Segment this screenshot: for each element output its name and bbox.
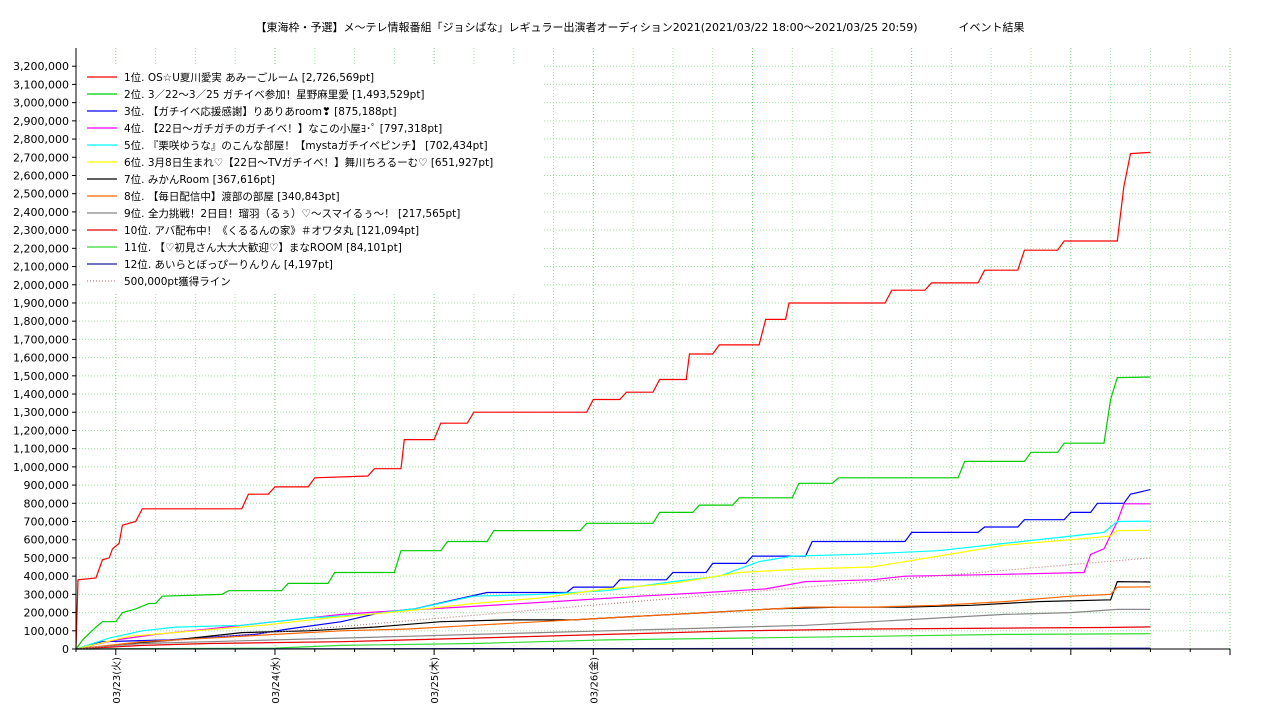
y-tick-label: 2,500,000: [13, 188, 69, 201]
y-tick-label: 300,000: [24, 588, 70, 601]
y-tick-label: 400,000: [24, 570, 70, 583]
y-tick-label: 1,000,000: [13, 461, 69, 474]
chart-title-sub: イベント結果: [958, 21, 1025, 34]
x-tick-label: 03/23(火): [111, 657, 123, 704]
series-line-9: [75, 608, 1151, 650]
legend-box: [80, 64, 544, 292]
y-tick-label: 200,000: [24, 607, 70, 620]
y-tick-label: 2,000,000: [13, 279, 69, 292]
legend-label-12: 12位. あいらとぼっぴーりんりん [4,197pt]: [124, 258, 333, 271]
legend-label-9: 9位. 全力挑戦！2日目！瑠羽（るぅ）♡～スマイるぅ～！ [217,565pt]: [124, 207, 460, 220]
series-line-8: [75, 586, 1151, 650]
legend-label-5: 5位. 『栗咲ゆうな』のこんな部屋！【mystaガチイベピンチ】 [702,43…: [124, 139, 488, 152]
y-tick-label: 700,000: [24, 516, 70, 529]
x-tick-label: 03/26(金): [587, 657, 600, 704]
series-line-2: [75, 376, 1151, 650]
series-line-11: [75, 633, 1151, 650]
y-tick-label: 1,100,000: [13, 443, 69, 456]
legend-label-1: 1位. OS☆U夏川愛実 あみーごルーム [2,726,569pt]: [124, 71, 374, 84]
legend-label-10: 10位. アバ配布中！《くるるんの家》＃オワタ丸 [121,094pt]: [124, 224, 419, 237]
y-tick-label: 2,900,000: [13, 115, 69, 128]
x-tick-label: 03/24(水): [270, 657, 282, 704]
y-tick-label: 2,300,000: [13, 224, 69, 237]
y-tick-label: 0: [62, 643, 69, 656]
series-line-3: [75, 489, 1151, 650]
series-line-10: [75, 626, 1151, 650]
legend-label-6: 6位. 3月8日生まれ♡【22日～TVガチイベ！】舞川ちろるーむ♡ [651,9…: [124, 156, 493, 169]
y-tick-label: 2,400,000: [13, 206, 69, 219]
y-tick-label: 1,300,000: [13, 406, 69, 419]
y-tick-label: 900,000: [24, 479, 70, 492]
y-tick-label: 1,600,000: [13, 352, 69, 365]
y-tick-label: 1,900,000: [13, 297, 69, 310]
axes: 0 100,000 200,000 300,000 400,000 500,000 600,…: [13, 48, 1231, 704]
y-tick-label: 2,800,000: [13, 133, 69, 146]
y-tick-label: 2,700,000: [13, 151, 69, 164]
legend-label-8: 8位. 【毎日配信中】渡部の部屋 [340,843pt]: [124, 190, 340, 203]
y-tick-label: 1,800,000: [13, 315, 69, 328]
series-line-6: [75, 529, 1151, 650]
chart-title: 【東海枠・予選】メ～テレ情報番組「ジョシばな」レギュラー出演者オーディション20…: [0, 19, 1280, 35]
y-tick-label: 2,200,000: [13, 242, 69, 255]
series-line-5: [75, 520, 1151, 650]
y-tick-label: 1,700,000: [13, 333, 69, 346]
y-tick-label: 600,000: [24, 534, 70, 547]
chart-title-main: 【東海枠・予選】メ～テレ情報番組「ジョシばな」レギュラー出演者オーディション20…: [255, 21, 918, 34]
y-tick-label: 1,400,000: [13, 388, 69, 401]
legend-label-2: 2位. 3／22～3／25 ガチイベ参加！星野麻里愛 [1,493,529pt]: [124, 88, 425, 101]
y-tick-label: 3,100,000: [13, 78, 69, 91]
y-tick-label: 1,500,000: [13, 370, 69, 383]
y-tick-label: 2,100,000: [13, 261, 69, 274]
legend-label-4: 4位. 【22日～ガチガチのガチイベ！】なこの小屋ﾖ･ﾟ [797,318pt]: [124, 122, 442, 135]
x-tick-label: 03/25(木): [429, 657, 441, 704]
y-tick-label: 1,200,000: [13, 424, 69, 437]
y-tick-label: 100,000: [24, 625, 70, 638]
legend-label-11: 11位. 【♡初見さん大大大歓迎♡】まなROOM [84,101pt]: [124, 241, 402, 254]
legend-label-3: 3位. 【ガチイベ応援感謝】りありあroom❣ [875,188pt]: [124, 105, 397, 118]
y-tick-label: 3,200,000: [13, 60, 69, 73]
y-tick-label: 2,600,000: [13, 169, 69, 182]
y-tick-label: 3,000,000: [13, 97, 69, 110]
legend: 1位. OS☆U夏川愛実 あみーごルーム [2,726,569pt] 2位. 3／…: [80, 64, 544, 292]
legend-label-13: 500,000pt獲得ライン: [124, 275, 231, 288]
y-tick-label: 800,000: [24, 497, 70, 510]
series-line-1: [75, 151, 1151, 650]
y-tick-label: 500,000: [24, 552, 70, 565]
legend-label-7: 7位. みかんRoom [367,616pt]: [124, 173, 275, 186]
